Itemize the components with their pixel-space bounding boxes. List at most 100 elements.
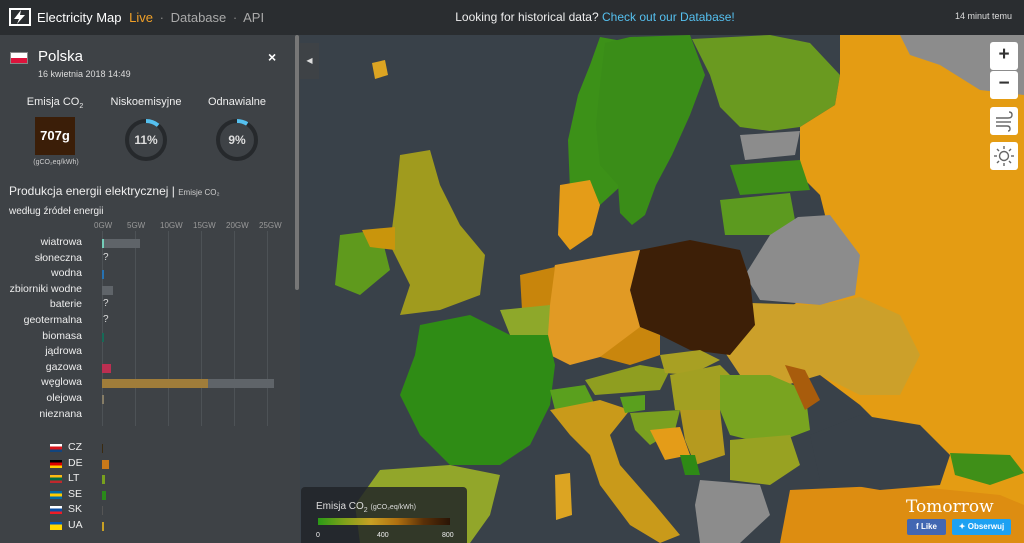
source-label: słoneczna — [34, 251, 82, 264]
brand-title[interactable]: Electricity Map — [37, 10, 122, 25]
production-bar[interactable] — [102, 363, 111, 373]
production-title: Produkcja energii elektrycznej | Emisje … — [9, 184, 220, 198]
region-georgia — [950, 453, 1024, 485]
zoom-out-button[interactable]: − — [990, 71, 1018, 99]
region-finland — [692, 35, 840, 131]
region-czechia — [600, 327, 660, 365]
source-label: nieznana — [39, 407, 82, 420]
production-bar[interactable] — [102, 270, 104, 280]
source-label: gazowa — [45, 360, 82, 373]
facebook-icon: f — [916, 522, 919, 531]
production-bar[interactable] — [102, 395, 104, 404]
exchange-bar[interactable] — [101, 506, 103, 516]
exchange-bar[interactable] — [102, 522, 104, 531]
region-belgium — [500, 305, 550, 335]
gridline — [267, 231, 268, 426]
renewable-label: Odnawialne — [207, 96, 267, 108]
sun-icon — [994, 146, 1014, 166]
capacity-bar[interactable] — [102, 285, 114, 295]
exchange-bar[interactable] — [102, 459, 109, 469]
exchange-bar[interactable] — [102, 490, 106, 500]
co2-legend: Emisja CO2 (gCO₂eq/kWh) 0 400 800 — [301, 487, 467, 543]
region-croatia — [630, 410, 680, 445]
panel-scrollbar[interactable] — [295, 35, 299, 290]
region-lithuania — [720, 193, 795, 235]
close-icon[interactable]: × — [268, 49, 277, 65]
twitter-icon: ✦ — [958, 522, 966, 531]
renewable-gauge: 9% — [215, 118, 259, 162]
region-ukraine — [720, 297, 920, 395]
notice-text: Looking for historical data? — [455, 10, 599, 24]
region-moldova — [785, 365, 820, 410]
country-panel: Polska 16 kwietnia 2018 14:49 × Emisja C… — [0, 35, 300, 543]
legend-title: Emisja CO2 (gCO₂eq/kWh) — [316, 501, 416, 514]
source-label: biomasa — [42, 329, 82, 342]
axis-tick-label: 15GW — [193, 221, 216, 230]
zoom-in-button[interactable]: + — [990, 42, 1018, 70]
nav-separator: · — [232, 10, 238, 25]
exchange-label: SE — [68, 487, 83, 500]
last-updated: 14 minut temu — [954, 11, 1012, 21]
flag-icon — [50, 506, 62, 515]
region-france — [400, 315, 555, 465]
brand: Electricity Map Live · Database · API — [37, 10, 264, 25]
solar-toggle-button[interactable] — [990, 142, 1018, 170]
database-link[interactable]: Check out our Database! — [602, 10, 735, 24]
nav-database[interactable]: Database — [170, 10, 227, 25]
region-sardinia — [555, 473, 572, 520]
production-bar[interactable] — [102, 332, 104, 342]
region-poland — [630, 240, 755, 355]
region-bulgaria — [730, 435, 800, 485]
wind-toggle-button[interactable] — [990, 107, 1018, 135]
co2-intensity-box: 707g — [35, 117, 75, 155]
twitter-follow-button[interactable]: ✦ Obserwuj — [952, 519, 1011, 535]
wind-icon — [996, 111, 1013, 132]
nav-live[interactable]: Live — [129, 10, 154, 25]
region-great-britain — [390, 150, 485, 315]
lowcarbon-gauge: 11% — [124, 118, 168, 162]
emissions-toggle[interactable]: Emisje CO₂ — [178, 188, 220, 197]
nav-api[interactable]: API — [243, 10, 265, 25]
axis-tick-label: 20GW — [226, 221, 249, 230]
exchange-bar[interactable] — [101, 444, 103, 453]
production-bar[interactable] — [102, 379, 208, 389]
axis-tick-label: 5GW — [127, 221, 146, 230]
legend-tick: 400 — [377, 532, 389, 539]
region-slovenia — [620, 395, 645, 413]
legend-gradient — [318, 518, 450, 525]
gridline — [135, 231, 136, 426]
production-bar[interactable] — [102, 239, 104, 248]
source-label: jądrowa — [45, 345, 82, 358]
source-label: wiatrowa — [40, 236, 82, 248]
region-greece — [695, 480, 770, 543]
production-subtitle: według źródeł energii — [9, 206, 104, 217]
historical-notice: Looking for historical data? Check out o… — [0, 10, 1024, 24]
flag-icon — [50, 475, 62, 484]
exchange-bar[interactable] — [102, 475, 105, 485]
tomorrow-logo[interactable]: Tomorrow — [906, 497, 994, 517]
europe-map[interactable] — [300, 35, 1024, 543]
region-estonia — [740, 131, 800, 160]
co2-unit: (gCO₂eq/kWh) — [33, 159, 79, 166]
region-bosnia — [650, 427, 690, 460]
facebook-like-button[interactable]: f Like — [907, 519, 946, 535]
region-slovakia — [660, 350, 720, 375]
region-italy — [550, 400, 680, 543]
collapse-panel-icon[interactable]: ◀ — [300, 43, 319, 79]
source-label: wodna — [51, 267, 82, 280]
region-russia — [770, 35, 1024, 543]
capacity-bar[interactable] — [102, 239, 141, 248]
electricity-map-logo-icon[interactable] — [8, 7, 32, 27]
exchange-label: DE — [68, 456, 83, 469]
co2-label: Emisja CO2 — [26, 96, 84, 111]
region-sweden — [596, 35, 705, 225]
legend-tick: 0 — [316, 532, 320, 539]
source-label: olejowa — [46, 392, 82, 404]
region-northern-ireland — [362, 227, 395, 250]
top-bar: Electricity Map Live · Database · API Lo… — [0, 0, 1024, 35]
flag-icon — [50, 522, 62, 530]
region-latvia — [730, 160, 810, 195]
country-name: Polska — [38, 48, 84, 65]
region-romania — [720, 375, 810, 445]
flag-icon — [50, 490, 62, 499]
